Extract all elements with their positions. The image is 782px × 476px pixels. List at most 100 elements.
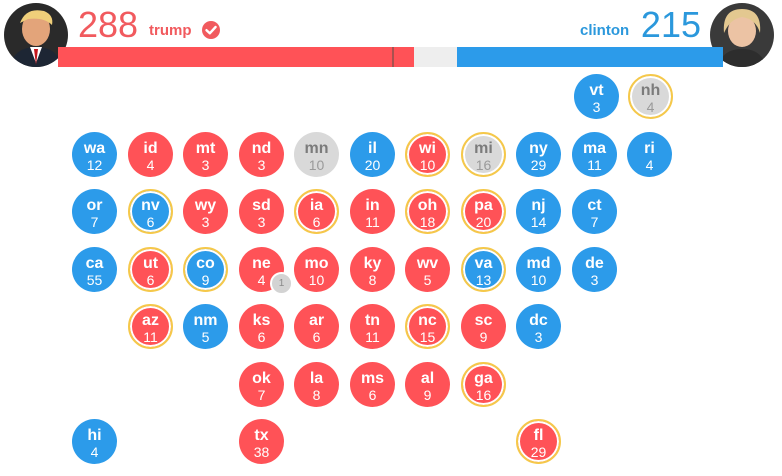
state-tile-vt[interactable]: vt 3 <box>574 74 619 119</box>
state-tile-oh[interactable]: oh 18 <box>405 189 450 234</box>
state-electoral-votes: 16 <box>475 157 492 173</box>
state-abbr-label: nv <box>141 197 160 214</box>
state-electoral-votes: 5 <box>201 329 210 345</box>
state-electoral-votes: 4 <box>645 157 654 173</box>
ne-split-badge[interactable]: 1 <box>270 272 293 295</box>
state-tile-tn[interactable]: tn 11 <box>350 304 395 349</box>
state-tile-nh[interactable]: nh 4 <box>628 74 673 119</box>
state-tile-ri[interactable]: ri 4 <box>627 132 672 177</box>
state-tile-nj[interactable]: nj 14 <box>516 189 561 234</box>
state-electoral-votes: 3 <box>590 272 599 288</box>
state-abbr-label: nm <box>193 312 218 329</box>
state-tile-dc[interactable]: dc 3 <box>516 304 561 349</box>
state-tile-va[interactable]: va 13 <box>461 247 506 292</box>
state-electoral-votes: 15 <box>419 329 436 345</box>
state-tile-md[interactable]: md 10 <box>516 247 561 292</box>
state-electoral-votes: 9 <box>201 272 210 288</box>
state-tile-ma[interactable]: ma 11 <box>572 132 617 177</box>
state-electoral-votes: 6 <box>368 387 377 403</box>
state-tile-co[interactable]: co 9 <box>183 247 228 292</box>
state-abbr-label: va <box>474 255 493 272</box>
trump-progress-bar <box>58 47 414 67</box>
state-electoral-votes: 9 <box>423 387 432 403</box>
trump-name-label: trump <box>149 22 192 39</box>
state-abbr-label: sd <box>252 197 271 214</box>
state-abbr-label: la <box>309 370 324 387</box>
state-tile-fl[interactable]: fl 29 <box>516 419 561 464</box>
state-electoral-votes: 10 <box>308 157 325 173</box>
state-electoral-votes: 11 <box>143 329 158 345</box>
state-tile-al[interactable]: al 9 <box>405 362 450 407</box>
state-tile-or[interactable]: or 7 <box>72 189 117 234</box>
state-tile-ut[interactable]: ut 6 <box>128 247 173 292</box>
state-tile-ca[interactable]: ca 55 <box>72 247 117 292</box>
state-tile-ar[interactable]: ar 6 <box>294 304 339 349</box>
state-electoral-votes: 3 <box>257 214 266 230</box>
majority-threshold-marker <box>392 47 394 67</box>
state-tile-nd[interactable]: nd 3 <box>239 132 284 177</box>
undecided-progress-bar <box>414 47 457 67</box>
state-tile-ms[interactable]: ms 6 <box>350 362 395 407</box>
state-electoral-votes: 3 <box>534 329 543 345</box>
state-abbr-label: il <box>368 140 377 157</box>
state-tile-az[interactable]: az 11 <box>128 304 173 349</box>
state-abbr-label: wv <box>416 255 439 272</box>
state-tile-nm[interactable]: nm 5 <box>183 304 228 349</box>
state-tile-mn[interactable]: mn 10 <box>294 132 339 177</box>
state-electoral-votes: 29 <box>530 444 547 460</box>
state-tile-tx[interactable]: tx 38 <box>239 419 284 464</box>
state-abbr-label: ks <box>252 312 271 329</box>
state-abbr-label: dc <box>529 312 548 329</box>
state-tile-hi[interactable]: hi 4 <box>72 419 117 464</box>
state-electoral-votes: 38 <box>253 444 270 460</box>
state-tile-sc[interactable]: sc 9 <box>461 304 506 349</box>
state-tile-ky[interactable]: ky 8 <box>350 247 395 292</box>
state-tile-wi[interactable]: wi 10 <box>405 132 450 177</box>
state-tile-ga[interactable]: ga 16 <box>461 362 506 407</box>
state-abbr-label: ma <box>582 140 607 157</box>
state-tile-ks[interactable]: ks 6 <box>239 304 284 349</box>
state-tile-nv[interactable]: nv 6 <box>128 189 173 234</box>
clinton-name-label: clinton <box>580 22 630 39</box>
state-tile-il[interactable]: il 20 <box>350 132 395 177</box>
state-tile-wy[interactable]: wy 3 <box>183 189 228 234</box>
state-tile-ny[interactable]: ny 29 <box>516 132 561 177</box>
state-electoral-votes: 13 <box>475 272 492 288</box>
state-electoral-votes: 6 <box>146 214 155 230</box>
state-abbr-label: ar <box>308 312 325 329</box>
state-tile-ok[interactable]: ok 7 <box>239 362 284 407</box>
state-electoral-votes: 3 <box>201 214 210 230</box>
state-electoral-votes: 14 <box>530 214 547 230</box>
state-abbr-label: mi <box>474 140 493 157</box>
state-tile-wv[interactable]: wv 5 <box>405 247 450 292</box>
state-abbr-label: ne <box>252 255 271 272</box>
state-electoral-votes: 6 <box>257 329 266 345</box>
state-abbr-label: co <box>196 255 215 272</box>
state-tile-ct[interactable]: ct 7 <box>572 189 617 234</box>
state-tile-mt[interactable]: mt 3 <box>183 132 228 177</box>
state-electoral-votes: 3 <box>257 157 266 173</box>
state-tile-in[interactable]: in 11 <box>350 189 395 234</box>
checkmark-circle-icon <box>202 21 220 39</box>
state-tile-nc[interactable]: nc 15 <box>405 304 450 349</box>
state-tile-de[interactable]: de 3 <box>572 247 617 292</box>
state-abbr-label: tx <box>254 427 269 444</box>
state-electoral-votes: 11 <box>365 329 380 345</box>
state-abbr-label: or <box>86 197 103 214</box>
state-tile-ia[interactable]: ia 6 <box>294 189 339 234</box>
state-electoral-votes: 20 <box>364 157 381 173</box>
state-electoral-votes: 9 <box>479 329 488 345</box>
state-electoral-votes: 6 <box>312 214 321 230</box>
state-abbr-label: vt <box>589 82 604 99</box>
state-tile-wa[interactable]: wa 12 <box>72 132 117 177</box>
state-tile-mi[interactable]: mi 16 <box>461 132 506 177</box>
state-electoral-votes: 7 <box>590 214 599 230</box>
state-tile-sd[interactable]: sd 3 <box>239 189 284 234</box>
state-tile-pa[interactable]: pa 20 <box>461 189 506 234</box>
state-tile-la[interactable]: la 8 <box>294 362 339 407</box>
state-electoral-votes: 6 <box>146 272 155 288</box>
state-abbr-label: ia <box>309 197 324 214</box>
state-tile-id[interactable]: id 4 <box>128 132 173 177</box>
state-tile-mo[interactable]: mo 10 <box>294 247 339 292</box>
trump-portrait-icon <box>4 3 68 67</box>
